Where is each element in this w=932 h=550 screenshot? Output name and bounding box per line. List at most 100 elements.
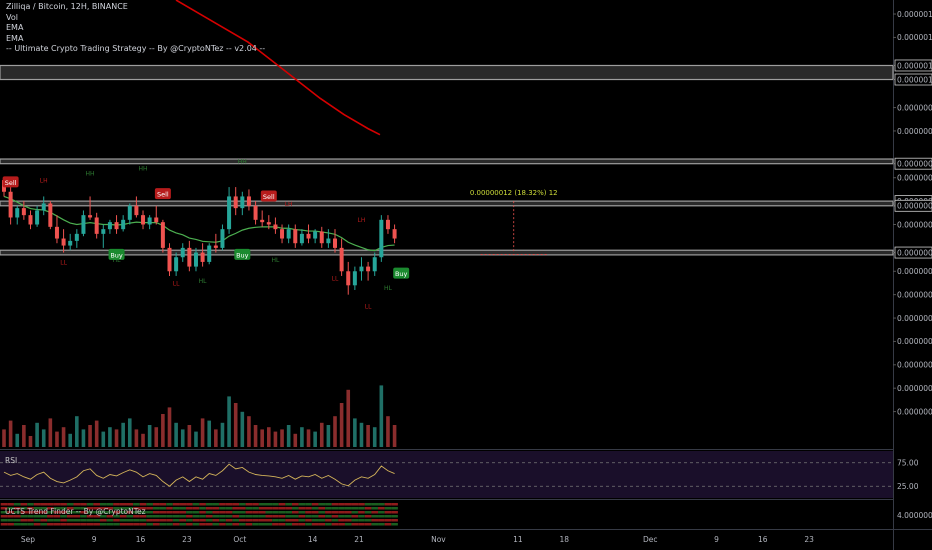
price-label-box <box>894 73 932 86</box>
trend-cell <box>252 515 259 518</box>
trend-cell <box>265 519 273 522</box>
trend-cell <box>272 515 279 518</box>
trend-cell <box>40 523 48 526</box>
trend-cell <box>298 511 306 514</box>
trend-cell <box>119 511 127 514</box>
sell-signal <box>154 188 171 200</box>
trend-cell <box>166 507 173 510</box>
rsi-tick-label: 25.00 <box>897 482 919 491</box>
trend-finder-label[interactable]: UCTS Trend Finder -- By @CryptoNTez <box>5 507 146 516</box>
trend-cell <box>285 523 292 526</box>
candle-body <box>141 215 146 225</box>
trend-cell <box>252 503 259 506</box>
trend-cell <box>318 511 326 514</box>
trend-cell <box>338 507 345 510</box>
trend-cell <box>199 511 206 514</box>
trend-cell <box>331 507 339 510</box>
volume-bar <box>267 427 271 447</box>
volume-bar <box>94 420 99 447</box>
trend-cell <box>33 515 41 518</box>
trend-cell <box>139 511 147 514</box>
trend-cell <box>186 503 193 506</box>
trend-cell <box>278 523 286 526</box>
trend-cell <box>86 515 94 518</box>
volume-bar <box>161 414 165 447</box>
trend-cell <box>119 515 127 518</box>
trend-cell <box>278 503 286 506</box>
indicator-ema-2[interactable]: EMA <box>6 33 24 43</box>
trend-cell <box>331 523 339 526</box>
trend-cell <box>291 503 299 506</box>
trend-cell <box>371 519 379 522</box>
trend-cell <box>113 519 120 522</box>
trend-cell <box>13 511 21 514</box>
trend-cell <box>7 519 14 522</box>
trend-cell <box>20 507 28 510</box>
trend-cell <box>47 523 54 526</box>
trend-cell <box>7 515 14 518</box>
trend-cell <box>172 519 180 522</box>
candle-body <box>35 210 40 225</box>
trend-cell <box>60 507 67 510</box>
trend-cell <box>265 503 273 506</box>
sr-zone <box>0 64 894 81</box>
trend-cell <box>146 523 153 526</box>
trend-cell <box>219 515 226 518</box>
indicator-strategy[interactable]: -- Ultimate Crypto Trading Strategy -- B… <box>6 44 266 53</box>
trend-cell <box>86 519 94 522</box>
trend-cell <box>219 523 226 526</box>
trend-cell <box>179 507 187 510</box>
trend-cell <box>126 511 134 514</box>
indicator-vol[interactable]: Vol <box>6 12 18 22</box>
trend-cell <box>391 503 398 506</box>
trend-cell <box>364 511 372 514</box>
signal-label: Buy <box>395 270 408 278</box>
candle-body <box>246 196 251 206</box>
candle-body <box>174 257 179 272</box>
trend-cell <box>205 511 213 514</box>
trend-cell <box>20 503 28 506</box>
candle-body <box>74 233 79 241</box>
sr-zone <box>0 158 894 165</box>
trend-cell <box>192 519 200 522</box>
rsi-pane-label[interactable]: RSI <box>5 456 18 465</box>
trend-cell <box>100 523 107 526</box>
price-tick-label: 0.00000064 <box>897 248 932 257</box>
trend-cell <box>172 515 180 518</box>
trend-cell <box>192 523 200 526</box>
volume-bar <box>154 427 159 447</box>
trend-cell <box>192 511 200 514</box>
trend-cell <box>371 503 379 506</box>
candle-body <box>392 229 397 239</box>
trend-cell <box>239 515 246 518</box>
trend-cell <box>86 511 94 514</box>
trend-cell <box>325 511 332 514</box>
trend-cell <box>225 511 233 514</box>
buy-signal <box>393 267 410 279</box>
trend-cell <box>119 507 127 510</box>
indicator-ema-1[interactable]: EMA <box>6 23 24 32</box>
trend-cell <box>331 511 339 514</box>
trend-cell <box>126 503 134 506</box>
candle-body <box>385 219 390 230</box>
price-tick-label: 0.00000095 <box>897 103 932 112</box>
trend-cell <box>285 519 292 522</box>
trend-cell <box>152 507 160 510</box>
candle-body <box>346 271 351 286</box>
signal-label: Sell <box>5 179 17 187</box>
swing-mark: HH <box>238 159 247 166</box>
trend-cell <box>351 523 359 526</box>
trend-cell <box>239 519 246 522</box>
signal-label: Buy <box>236 251 249 259</box>
trend-cell <box>344 511 352 514</box>
trend-cell <box>291 515 299 518</box>
volume-bar <box>134 429 139 447</box>
trend-cell <box>358 503 365 506</box>
trend-cell <box>199 507 206 510</box>
trend-cell <box>298 519 306 522</box>
volume-bar <box>286 425 291 447</box>
volume-bar <box>214 429 218 447</box>
trend-cell <box>344 503 352 506</box>
candle-body <box>366 266 371 272</box>
